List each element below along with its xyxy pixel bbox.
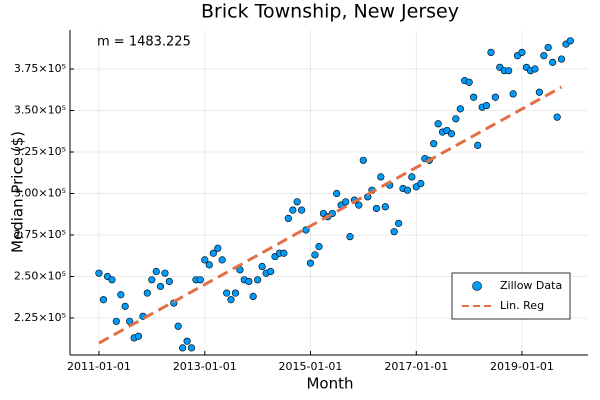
y-tick-label: 3.50×10⁵ [14, 104, 66, 117]
data-point [179, 344, 187, 352]
data-point [417, 179, 425, 188]
data-point [430, 140, 438, 148]
data-point [249, 292, 257, 301]
data-point [315, 243, 323, 251]
y-tick-label: 3.00×10⁵ [14, 186, 66, 199]
data-point [465, 78, 473, 86]
data-point [390, 228, 398, 236]
y-tick-label: 2.75×10⁵ [14, 228, 66, 241]
data-point [223, 289, 231, 297]
y-tick-label: 2.25×10⁵ [14, 311, 66, 324]
data-point [298, 206, 306, 214]
data-point [509, 90, 517, 98]
data-point [452, 115, 460, 123]
data-point [482, 101, 491, 110]
data-point [161, 269, 169, 277]
data-point [134, 332, 143, 340]
data-point [447, 130, 456, 138]
data-point [377, 173, 385, 181]
x-tick-label: 2017-01-01 [384, 360, 448, 373]
data-point [95, 269, 103, 277]
data-point [289, 206, 297, 214]
data-point [395, 219, 403, 227]
y-tick-label: 3.75×10⁵ [14, 62, 66, 75]
data-point [306, 259, 315, 267]
data-point [408, 173, 416, 181]
x-tick-label: 2013-01-01 [173, 360, 237, 373]
data-point [117, 291, 125, 299]
data-point [535, 88, 543, 96]
data-point [209, 249, 217, 257]
data-point [174, 322, 182, 330]
data-point [293, 198, 301, 206]
x-tick-label: 2019-01-01 [490, 360, 554, 373]
data-point [544, 43, 552, 52]
data-point [201, 256, 209, 264]
data-point [342, 198, 350, 206]
legend-box [451, 272, 571, 320]
data-point [143, 289, 151, 297]
y-tick-label: 3.25×10⁵ [14, 145, 66, 158]
data-point [258, 262, 266, 271]
x-tick-label: 2015-01-01 [279, 360, 343, 373]
data-point [474, 141, 482, 149]
data-point [549, 58, 557, 66]
data-point [165, 277, 173, 286]
legend-marker [472, 281, 482, 291]
data-point [99, 296, 108, 304]
data-point [148, 276, 156, 284]
data-point [311, 251, 319, 259]
data-point [121, 302, 129, 310]
legend-label: Zillow Data [500, 279, 562, 292]
data-point [227, 296, 235, 304]
regression-line [98, 85, 563, 345]
data-point [267, 267, 275, 276]
data-point [518, 48, 526, 57]
data-point [214, 244, 222, 252]
data-point [491, 93, 499, 101]
data-point [245, 277, 253, 286]
data-point [505, 67, 513, 75]
data-point [152, 267, 160, 276]
data-point [456, 105, 464, 113]
data-point [156, 282, 165, 291]
y-axis-label: Median Price ($) [9, 131, 27, 253]
data-point [187, 344, 196, 352]
data-point [531, 65, 539, 73]
data-point [231, 289, 240, 297]
data-point [284, 214, 292, 222]
data-point [403, 186, 412, 194]
annotation: m = 1483.225 [97, 35, 191, 50]
data-point [434, 120, 442, 128]
data-point [359, 156, 367, 164]
data-point [381, 203, 389, 211]
data-point [372, 204, 381, 213]
legend-label: Lin. Reg [500, 299, 544, 312]
y-tick-label: 2.50×10⁵ [14, 269, 66, 282]
data-point [280, 249, 288, 257]
x-axis-label: Month [306, 375, 353, 393]
data-point [566, 37, 574, 45]
data-point [346, 233, 354, 241]
data-point [196, 276, 204, 284]
data-point [333, 189, 341, 198]
x-tick-label: 2011-01-01 [67, 360, 131, 373]
data-point [470, 93, 478, 101]
data-point [108, 276, 116, 284]
data-point [355, 201, 363, 209]
data-point [487, 48, 495, 57]
data-point [112, 317, 120, 325]
chart-title: Brick Township, New Jersey [201, 1, 459, 23]
data-point [540, 52, 548, 60]
data-point [218, 256, 226, 264]
data-point [183, 337, 191, 345]
data-point [254, 276, 262, 284]
data-point [553, 113, 561, 121]
data-point [205, 261, 213, 269]
data-point [557, 55, 566, 63]
